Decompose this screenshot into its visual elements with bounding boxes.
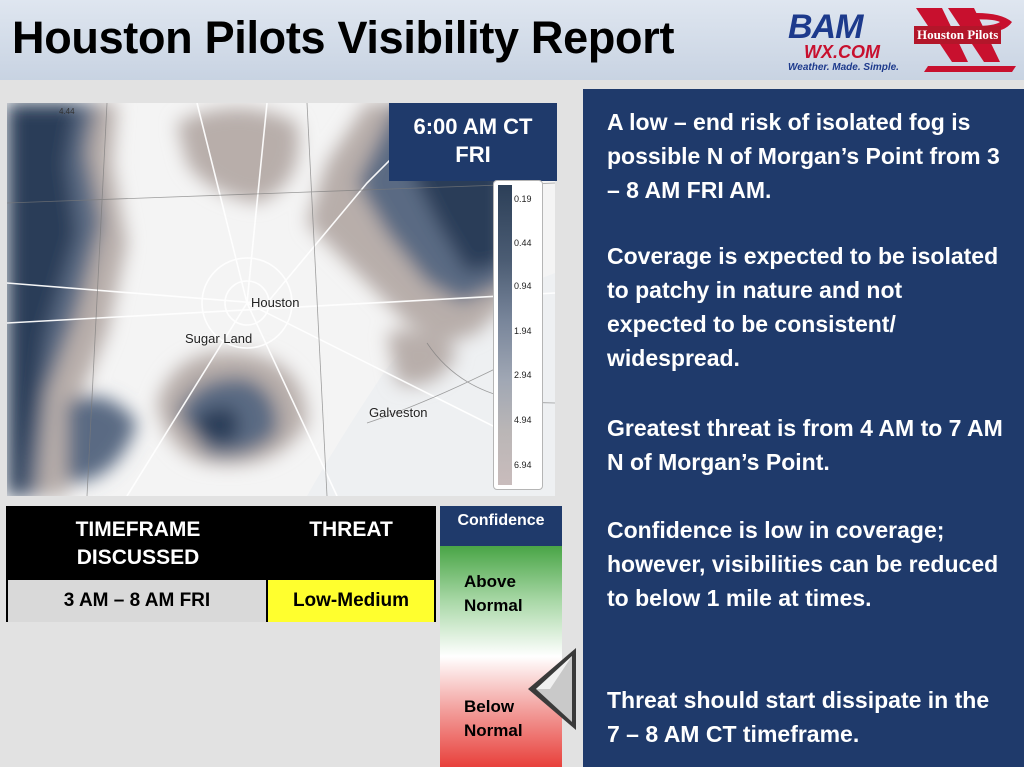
table-row: 3 AM – 8 AM FRI Low-Medium	[8, 580, 434, 622]
confidence-below-line2: Normal	[464, 721, 523, 740]
legend-value: 0.19	[514, 194, 532, 204]
legend-value: 4.94	[514, 415, 532, 425]
threat-table-header: TIMEFRAME DISCUSSED THREAT	[8, 508, 434, 580]
discussion-paragraph: Coverage is expected to be isolated to p…	[607, 243, 999, 371]
legend-value: 2.94	[514, 370, 532, 380]
confidence-below-normal: Below Normal	[464, 695, 523, 743]
threat-table: TIMEFRAME DISCUSSED THREAT 3 AM – 8 AM F…	[6, 506, 436, 622]
confidence-below-line1: Below	[464, 697, 515, 716]
page-title: Houston Pilots Visibility Report	[12, 12, 675, 63]
legend-value: 0.94	[514, 281, 532, 291]
legend-value: 0.44	[514, 238, 532, 248]
bamwx-logo-sub: WX.COM	[804, 42, 880, 62]
timeframe-header-line1: TIMEFRAME	[75, 518, 201, 541]
legend-color-bar	[498, 185, 512, 485]
discussion-paragraph: Greatest threat is from 4 AM to 7 AM N o…	[607, 415, 1003, 475]
houston-pilots-logo: Houston Pilots	[908, 4, 1020, 76]
valid-time-box: 6:00 AM CT FRI	[389, 103, 557, 181]
city-label-galveston: Galveston	[369, 405, 428, 420]
bamwx-logo: BAM WX.COM Weather. Made. Simple.	[784, 8, 904, 74]
map-corner-label: 4.44	[59, 107, 75, 116]
city-label-sugar-land: Sugar Land	[185, 331, 253, 346]
confidence-gradient	[440, 546, 562, 767]
threat-header: THREAT	[309, 518, 393, 541]
confidence-above-line2: Normal	[464, 596, 523, 615]
discussion-paragraph: Confidence is low in coverage; however, …	[607, 517, 999, 611]
timeframe-header-line2: DISCUSSED	[76, 546, 200, 569]
bamwx-logo-tagline: Weather. Made. Simple.	[788, 62, 899, 73]
timeframe-header: TIMEFRAME DISCUSSED	[8, 516, 268, 572]
confidence-pointer-icon	[528, 648, 576, 730]
discussion-panel: A low – end risk of isolated fog is poss…	[583, 89, 1024, 767]
valid-time: 6:00 AM CT	[413, 114, 533, 139]
valid-day: FRI	[455, 142, 491, 167]
city-label-houston: Houston	[251, 295, 300, 310]
bamwx-logo-main: BAM	[788, 8, 863, 46]
timeframe-cell: 3 AM – 8 AM FRI	[8, 580, 268, 622]
confidence-header: Confidence	[440, 506, 562, 546]
header-bar: Houston Pilots Visibility Report BAM WX.…	[0, 0, 1024, 80]
confidence-above-line1: Above	[464, 572, 516, 591]
threat-level-cell: Low-Medium	[268, 580, 434, 622]
legend-value: 1.94	[514, 326, 532, 336]
houston-pilots-logo-text: Houston Pilots	[914, 26, 1002, 44]
confidence-scale: Confidence Above Normal Below Normal	[440, 506, 562, 767]
discussion-paragraph: A low – end risk of isolated fog is poss…	[607, 109, 1000, 203]
legend-value: 6.94	[514, 460, 532, 470]
discussion-paragraph: Threat should start dissipate in the 7 –…	[607, 687, 990, 747]
confidence-above-normal: Above Normal	[464, 570, 523, 618]
visibility-legend: 0.19 0.44 0.94 1.94 2.94 4.94 6.94	[493, 180, 543, 490]
